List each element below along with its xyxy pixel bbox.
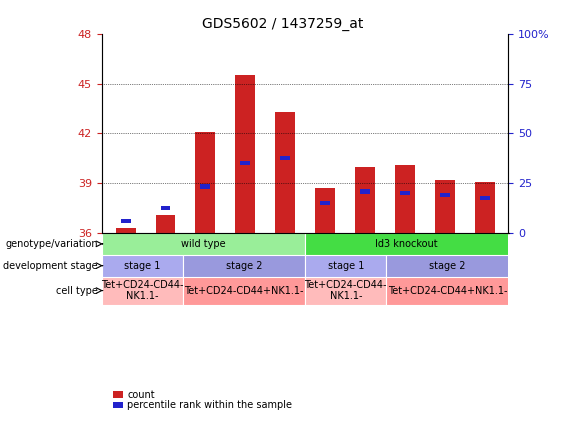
Text: percentile rank within the sample: percentile rank within the sample — [127, 400, 292, 410]
Bar — [116, 228, 136, 233]
Text: wild type: wild type — [181, 239, 225, 249]
Bar — [315, 188, 335, 233]
FancyBboxPatch shape — [305, 233, 508, 255]
Text: Tet+CD24-CD44+NK1.1-: Tet+CD24-CD44+NK1.1- — [184, 286, 304, 296]
Text: stage 1: stage 1 — [328, 261, 364, 271]
FancyBboxPatch shape — [386, 255, 508, 277]
Text: stage 1: stage 1 — [124, 261, 160, 271]
Text: stage 2: stage 2 — [429, 261, 466, 271]
Bar — [440, 193, 450, 197]
Bar — [480, 196, 489, 200]
FancyBboxPatch shape — [102, 233, 305, 255]
Text: count: count — [127, 390, 155, 400]
Bar — [155, 215, 176, 233]
Text: Tet+CD24-CD44+NK1.1-: Tet+CD24-CD44+NK1.1- — [388, 286, 507, 296]
FancyBboxPatch shape — [305, 277, 386, 305]
Bar — [280, 156, 290, 160]
Bar — [275, 112, 295, 233]
FancyBboxPatch shape — [102, 277, 183, 305]
Bar — [395, 165, 415, 233]
Text: GDS5602 / 1437259_at: GDS5602 / 1437259_at — [202, 17, 363, 31]
Bar — [201, 184, 210, 189]
Bar — [434, 180, 455, 233]
Bar — [320, 201, 330, 205]
FancyBboxPatch shape — [102, 255, 183, 277]
Bar — [355, 167, 375, 233]
Bar — [195, 132, 215, 233]
Bar — [475, 181, 494, 233]
Text: development stage: development stage — [3, 261, 98, 271]
FancyBboxPatch shape — [386, 277, 508, 305]
Text: cell type: cell type — [56, 286, 98, 296]
FancyBboxPatch shape — [305, 255, 386, 277]
Bar — [400, 191, 410, 195]
Text: Tet+CD24-CD44-
NK1.1-: Tet+CD24-CD44- NK1.1- — [305, 280, 387, 301]
Bar — [360, 190, 370, 194]
Text: Id3 knockout: Id3 knockout — [376, 239, 438, 249]
Text: stage 2: stage 2 — [226, 261, 262, 271]
Text: genotype/variation: genotype/variation — [5, 239, 98, 249]
FancyBboxPatch shape — [183, 277, 305, 305]
Bar — [240, 161, 250, 165]
Bar — [160, 206, 171, 210]
Bar — [235, 75, 255, 233]
Bar — [121, 219, 131, 223]
FancyBboxPatch shape — [183, 255, 305, 277]
Text: Tet+CD24-CD44-
NK1.1-: Tet+CD24-CD44- NK1.1- — [101, 280, 184, 301]
